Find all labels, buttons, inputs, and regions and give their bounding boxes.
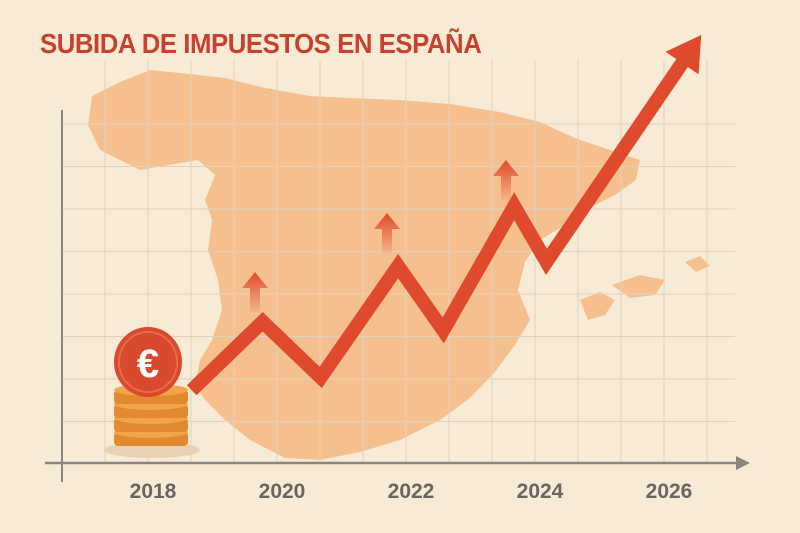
coin-stack-icon — [104, 384, 200, 458]
island — [685, 256, 710, 272]
mallorca — [580, 292, 615, 320]
x-tick-label: 2024 — [517, 480, 564, 503]
up-arrow-icon — [493, 160, 519, 200]
x-tick-label: 2020 — [259, 480, 306, 503]
up-arrow-icon — [242, 272, 268, 312]
x-tick-label: 2022 — [388, 480, 435, 503]
up-arrow-icon — [374, 213, 400, 253]
series-line — [186, 53, 692, 396]
euro-coin-icon: € — [114, 327, 182, 397]
x-axis-arrow-icon — [736, 456, 750, 470]
series-arrowhead-icon — [665, 35, 702, 75]
svg-text:€: € — [137, 342, 159, 386]
menorca-island — [612, 275, 665, 298]
x-tick-label: 2018 — [130, 480, 177, 503]
chart-title: SUBIDA DE IMPUESTOS EN ESPAÑA — [40, 28, 482, 59]
x-tick-label: 2026 — [646, 480, 693, 503]
